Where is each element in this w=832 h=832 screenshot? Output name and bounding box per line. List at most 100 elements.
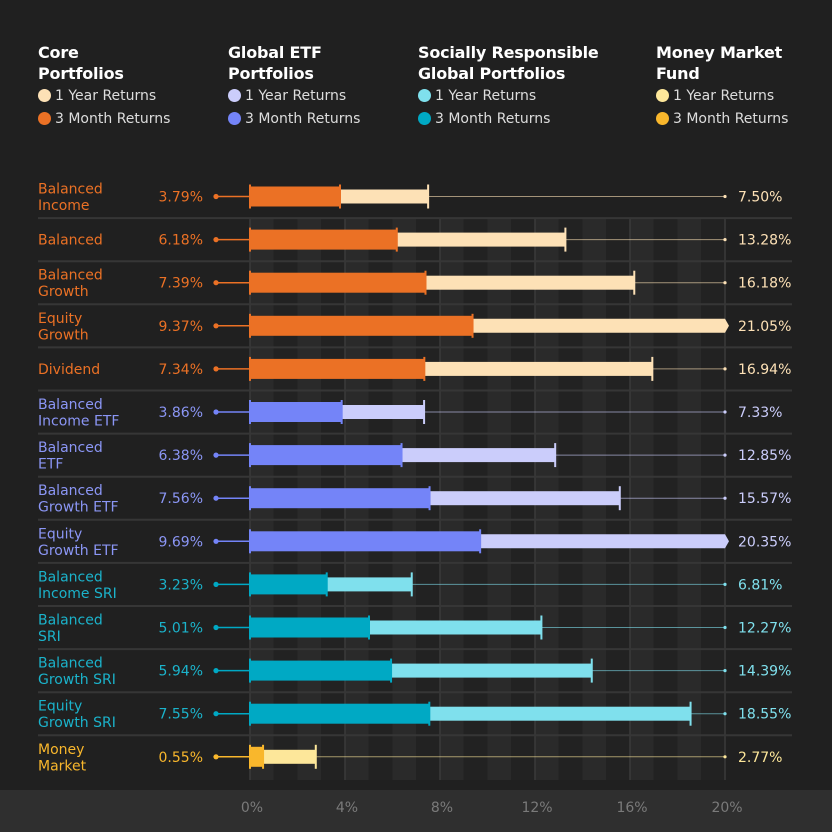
leader-dot xyxy=(723,755,727,759)
value-label-3-month: 3.23% xyxy=(159,577,203,593)
legend-title: Money Market Fund xyxy=(656,43,783,83)
value-label-3-month: 3.86% xyxy=(159,405,203,421)
value-label-1-year: 2.77% xyxy=(738,750,782,766)
bar-3-month xyxy=(250,315,473,336)
legend-dot-icon xyxy=(418,89,431,102)
value-label-3-month: 5.01% xyxy=(159,621,203,637)
value-label-1-year: 21.05% xyxy=(738,319,791,335)
bar-1-year xyxy=(396,232,566,247)
value-label-3-month: 6.38% xyxy=(159,448,203,464)
value-label-3-month: 0.55% xyxy=(159,750,203,766)
legend-dot-icon xyxy=(38,112,51,125)
bar-3-month xyxy=(250,660,392,681)
bar-1-year xyxy=(368,620,542,635)
category-label-line: Equity xyxy=(38,311,82,327)
category-label: Balanced ETF xyxy=(38,440,103,473)
legend-dot-icon xyxy=(228,112,241,125)
category-label: Balanced SRI xyxy=(38,613,103,646)
category-label-line: Income ETF xyxy=(38,414,119,430)
grid-stripe xyxy=(701,218,725,780)
category-label-line: Balanced xyxy=(38,613,103,629)
value-label-1-year: 7.50% xyxy=(738,190,782,206)
legend-dot-icon xyxy=(38,89,51,102)
value-label-3-month: 7.55% xyxy=(159,707,203,723)
category-label-line: ETF xyxy=(38,457,63,473)
value-label-3-month: 6.18% xyxy=(159,233,203,249)
leader-dot xyxy=(723,238,727,242)
category-label-line: Balanced xyxy=(38,656,103,672)
bar-1-year xyxy=(401,448,556,463)
legend-dot-icon xyxy=(656,89,669,102)
value-label-1-year: 6.81% xyxy=(738,577,782,593)
legend-dot-icon xyxy=(656,112,669,125)
category-label-line: Market xyxy=(38,758,87,774)
category-label: Balanced Income ETF xyxy=(38,397,119,430)
legend-item-3mo: 3 Month Returns xyxy=(418,107,599,130)
category-label: Money Market xyxy=(38,742,87,775)
legend-label: 1 Year Returns xyxy=(55,87,157,104)
category-label-line: Dividend xyxy=(38,362,100,378)
bar-row: Balanced Growth SRI 5.94% 14.39% xyxy=(38,656,792,694)
legend-item-1yr: 1 Year Returns xyxy=(228,84,360,107)
x-tick-label: 4% xyxy=(336,800,358,816)
bar-3-month xyxy=(250,402,342,422)
bar-row: Balanced 6.18% 13.28% xyxy=(38,227,792,263)
bar-row: Equity Growth ETF 9.69% 20.35% xyxy=(38,526,792,564)
value-label-3-month: 5.94% xyxy=(159,664,203,680)
grid-stripe xyxy=(653,218,678,780)
legend-item-3mo: 3 Month Returns xyxy=(656,107,788,130)
bar-row: Balanced Growth ETF 7.56% 15.57% xyxy=(38,483,792,521)
bar-1-year xyxy=(391,663,592,678)
legend-money-market: Money Market Fund 1 Year Returns 3 Month… xyxy=(656,42,788,130)
category-label-line: Equity xyxy=(38,526,82,542)
bar-row: Balanced Growth 7.39% 16.18% xyxy=(38,268,792,306)
bar-1-year xyxy=(341,405,425,419)
value-label-1-year: 20.35% xyxy=(738,534,791,550)
bar-1-year xyxy=(429,706,691,721)
bar-3-month xyxy=(250,488,430,509)
leader-dot xyxy=(723,410,727,414)
legend-item-1yr: 1 Year Returns xyxy=(38,84,170,107)
value-label-1-year: 13.28% xyxy=(738,233,791,249)
value-label-3-month: 3.79% xyxy=(159,190,203,206)
x-tick-label: 12% xyxy=(521,800,552,816)
leader-dot xyxy=(723,625,727,630)
legend-title: Socially Responsible Global Portfolios xyxy=(418,43,599,83)
category-label-line: Balanced xyxy=(38,440,103,456)
category-label-line: Balanced xyxy=(38,483,103,499)
x-tick-label: 16% xyxy=(616,800,647,816)
category-label-line: Balanced xyxy=(38,182,103,198)
category-label-line: Growth SRI xyxy=(38,672,116,688)
legend-label: 1 Year Returns xyxy=(673,87,775,104)
category-label: Equity Growth SRI xyxy=(38,699,116,732)
bar-3-month xyxy=(250,272,426,293)
legend-title: Global ETF Portfolios xyxy=(228,43,322,83)
bar-3-month xyxy=(250,574,327,595)
bar-1-year xyxy=(326,577,412,592)
category-label: Balanced xyxy=(38,233,103,249)
x-tick-label: 8% xyxy=(431,800,453,816)
category-label-line: Income SRI xyxy=(38,586,117,602)
bar-3-month xyxy=(250,617,369,638)
legend-label: 1 Year Returns xyxy=(435,87,537,104)
bar-1-year xyxy=(480,534,729,549)
x-axis-band xyxy=(0,790,832,832)
category-label-line: Growth ETF xyxy=(38,543,119,559)
category-label-line: Growth SRI xyxy=(38,715,116,731)
legend-etf: Global ETF Portfolios 1 Year Returns 3 M… xyxy=(228,42,360,130)
value-label-3-month: 9.37% xyxy=(159,319,203,335)
bar-row: Balanced Income ETF 3.86% 7.33% xyxy=(38,397,792,435)
bar-1-year xyxy=(340,189,429,204)
category-label-line: Growth ETF xyxy=(38,500,119,516)
category-label: Balanced Growth xyxy=(38,268,103,301)
bar-row: Balanced SRI 5.01% 12.27% xyxy=(38,613,792,651)
bar-row: Balanced Income SRI 3.23% 6.81% xyxy=(38,569,792,607)
category-label-line: Equity xyxy=(38,699,82,715)
category-label: Balanced Income xyxy=(38,182,103,215)
category-label-line: Growth xyxy=(38,284,89,300)
bar-3-month xyxy=(250,703,430,724)
value-label-1-year: 12.85% xyxy=(738,448,791,464)
legend-label: 3 Month Returns xyxy=(55,110,171,127)
bar-row: Dividend 7.34% 16.94% xyxy=(38,356,792,392)
